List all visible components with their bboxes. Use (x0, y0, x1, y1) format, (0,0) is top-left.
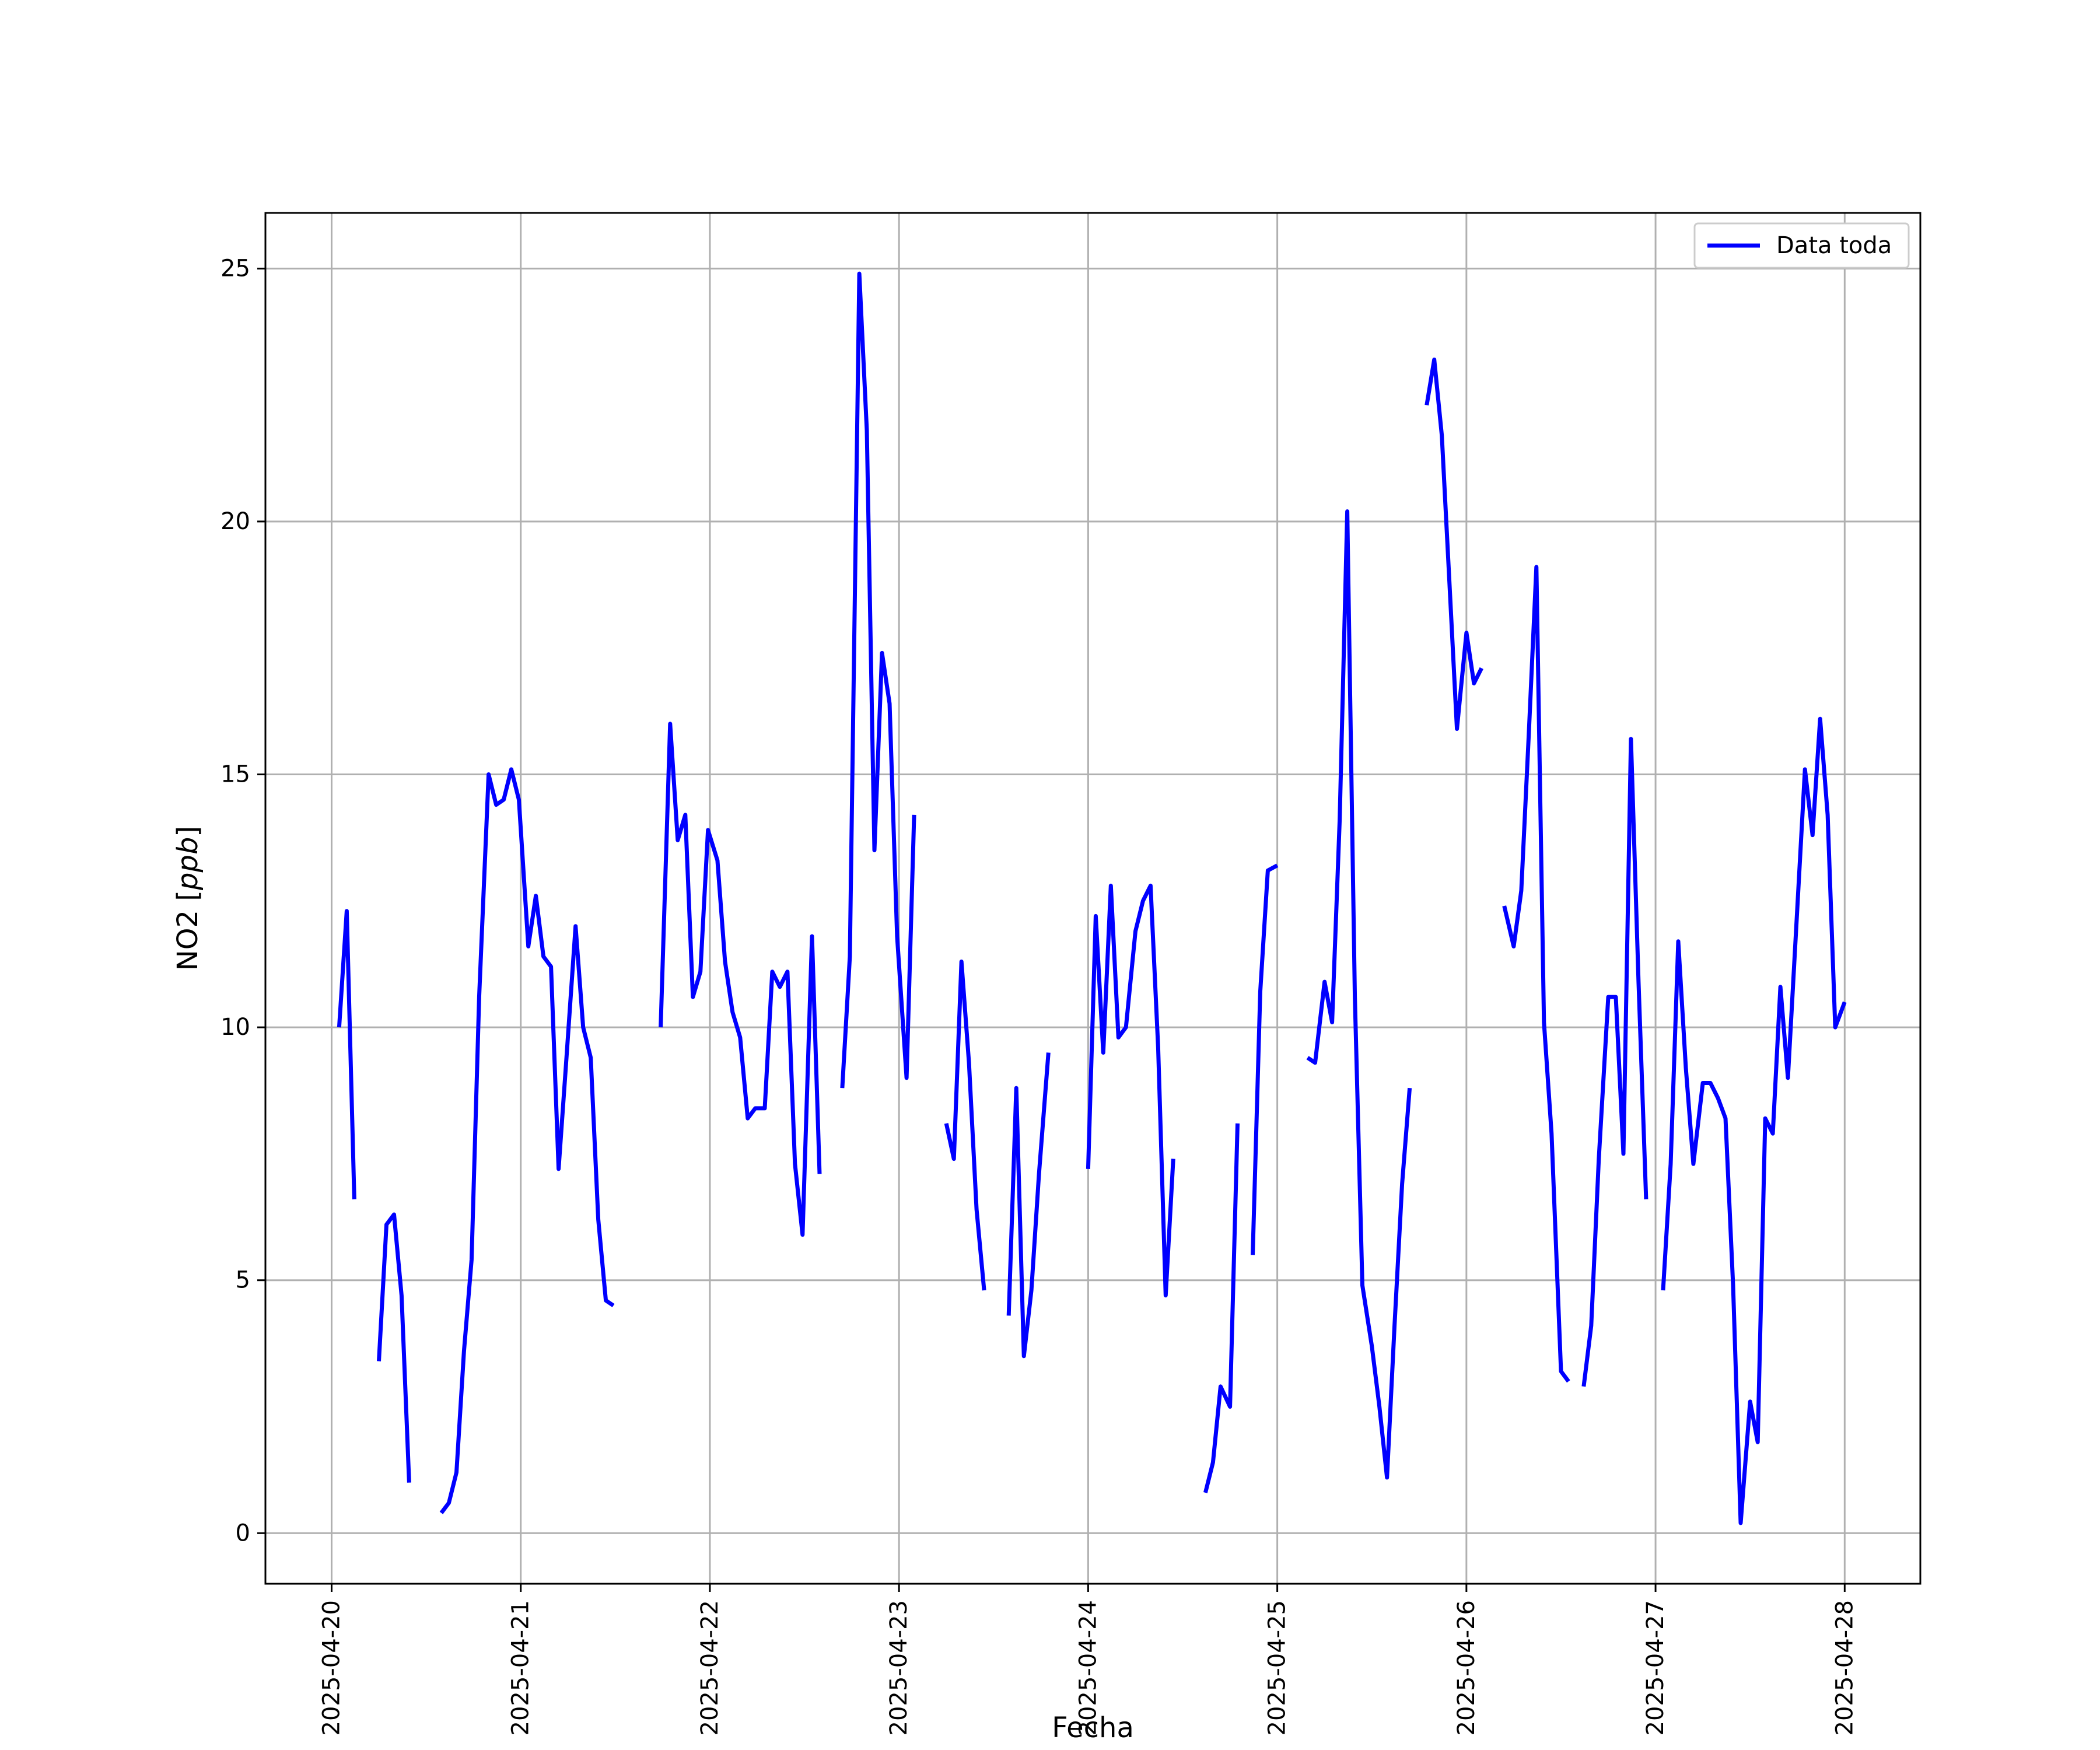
series-line-segment (1306, 509, 1412, 1480)
x-tick-label: 2025-04-28 (1831, 1600, 1858, 1735)
legend-box (1693, 222, 1910, 269)
y-axis-label-unit: ppb (172, 837, 204, 891)
x-tick-label: 2025-04-25 (1264, 1600, 1291, 1735)
x-tick-label: 2025-04-27 (1642, 1600, 1669, 1735)
x-tick-label: 2025-04-23 (886, 1600, 912, 1735)
series-line-segment (1424, 358, 1483, 731)
legend-entry: Data toda (1776, 232, 1892, 259)
y-tick-label: 5 (236, 1267, 250, 1294)
x-tick-label: 2025-04-21 (508, 1600, 534, 1735)
series-0 (337, 271, 1847, 1525)
series-line-segment (1203, 1123, 1240, 1493)
y-axis-label: NO2 [ppb] (172, 826, 204, 971)
y-tick-label: 15 (220, 761, 250, 788)
series-line-segment (1581, 737, 1648, 1387)
x-tick-label: 2025-04-22 (696, 1600, 723, 1735)
legend: Data toda (1693, 222, 1910, 269)
y-tick-label: 20 (220, 508, 250, 535)
series-line-segment (1502, 565, 1570, 1383)
x-tick-label: 2025-04-26 (1453, 1600, 1480, 1735)
series-line-segment (840, 271, 916, 1088)
plot-area (265, 213, 1920, 1584)
series-layer (337, 271, 1847, 1525)
grid (265, 213, 1920, 1584)
series-line-segment (439, 767, 615, 1514)
series-line-segment (1251, 863, 1279, 1255)
series-line-segment (1086, 883, 1175, 1298)
plot-frame (264, 212, 1922, 1585)
y-tick-label: 10 (220, 1014, 250, 1041)
series-line-segment (659, 722, 822, 1237)
x-tick-label: 2025-04-20 (318, 1600, 345, 1735)
x-axis-label: Fecha (1052, 1712, 1134, 1744)
y-axis-label-prefix: NO2 [ (172, 890, 204, 971)
series-line-segment (377, 1212, 411, 1483)
y-tick-label: 25 (220, 255, 250, 282)
series-line-segment (1006, 1052, 1051, 1359)
y-axis-label-suffix: ] (172, 826, 204, 837)
y-axis: 0 5 10 15 20 25 (220, 255, 265, 1546)
series-line-segment (337, 909, 356, 1200)
x-axis: 2025-04-20 2025-04-21 2025-04-22 2025-04-23… (318, 1584, 1858, 1735)
y-tick-label: 0 (236, 1520, 250, 1546)
series-line-segment (944, 959, 986, 1291)
series-line-segment (1661, 716, 1847, 1525)
x-tick-label: 2025-04-24 (1074, 1600, 1101, 1735)
